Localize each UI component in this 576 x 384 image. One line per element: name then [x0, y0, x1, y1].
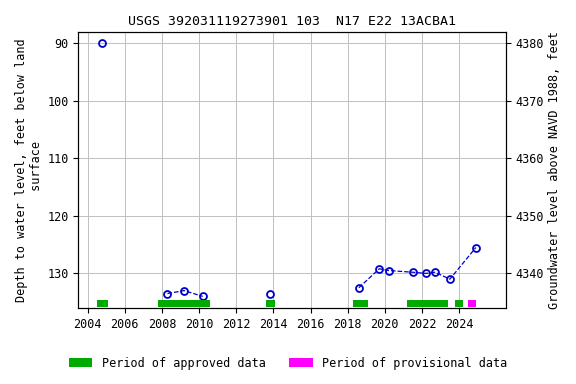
Title: USGS 392031119273901 103  N17 E22 13ACBA1: USGS 392031119273901 103 N17 E22 13ACBA1: [128, 15, 456, 28]
Bar: [456, 300, 463, 307]
Y-axis label: Groundwater level above NAVD 1988, feet: Groundwater level above NAVD 1988, feet: [548, 31, 561, 309]
Bar: [158, 300, 210, 307]
Legend: Period of approved data, Period of provisional data: Period of approved data, Period of provi…: [64, 352, 512, 374]
Bar: [468, 300, 476, 307]
Bar: [353, 300, 368, 307]
Bar: [266, 300, 275, 307]
Y-axis label: Depth to water level, feet below land
 surface: Depth to water level, feet below land su…: [15, 38, 43, 302]
Bar: [97, 300, 108, 307]
Bar: [407, 300, 448, 307]
